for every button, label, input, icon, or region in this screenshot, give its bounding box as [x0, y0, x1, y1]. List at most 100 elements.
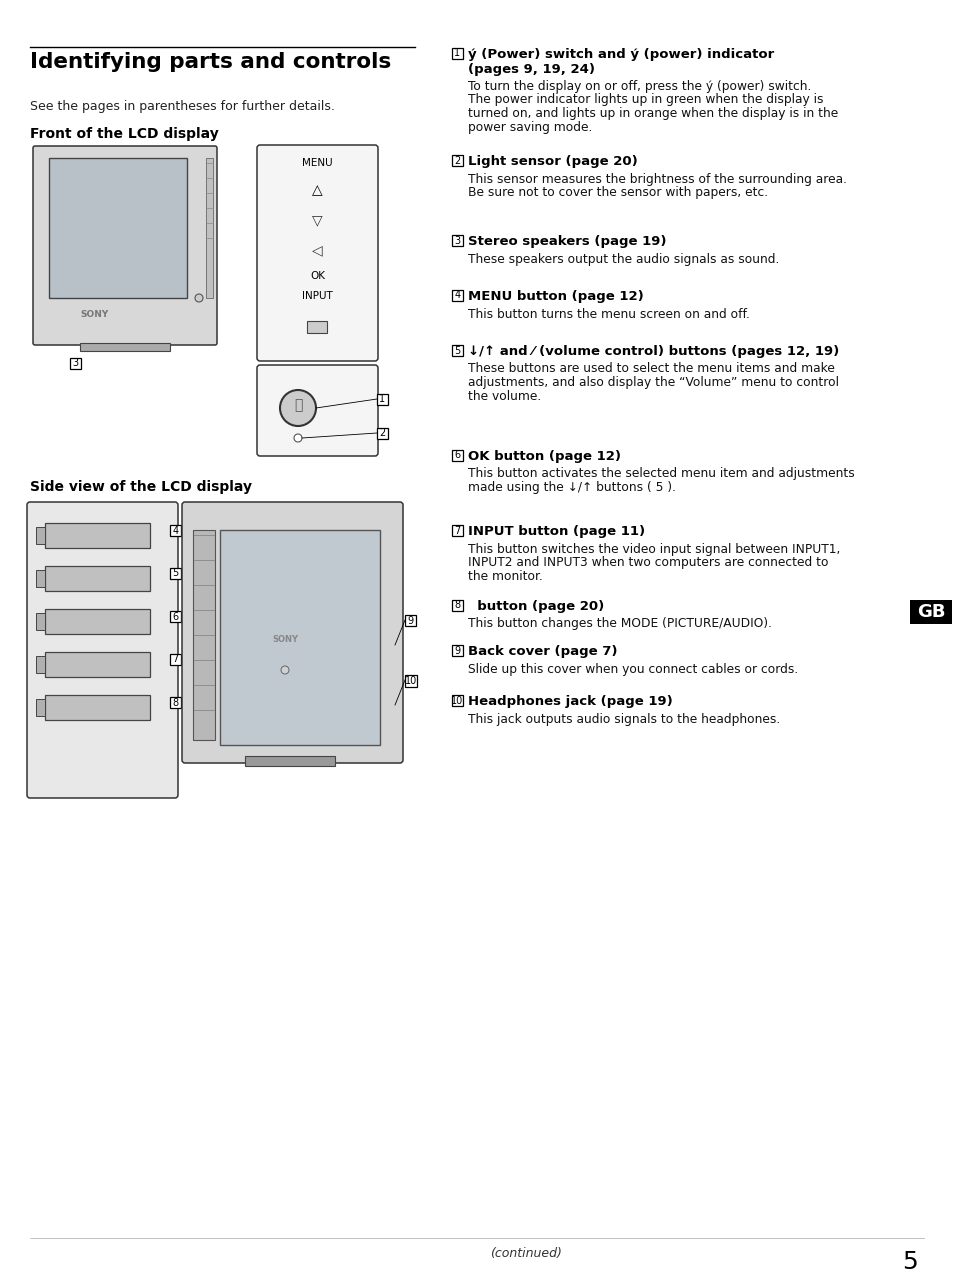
Text: ↓/↑ and ⁄ (volume control) buttons (pages 12, 19): ↓/↑ and ⁄ (volume control) buttons (page… [468, 345, 839, 358]
Text: 1: 1 [379, 395, 385, 405]
Circle shape [281, 666, 289, 674]
Text: To turn the display on or off, press the ý (power) switch.: To turn the display on or off, press the… [468, 80, 810, 93]
Bar [307, 321, 327, 333]
Text: ý (Power) switch and ý (power) indicator: ý (Power) switch and ý (power) indicator [468, 48, 774, 61]
Text: 8: 8 [454, 600, 460, 610]
Text: 5: 5 [172, 568, 178, 578]
Text: Stereo speakers (page 19): Stereo speakers (page 19) [468, 234, 666, 248]
Text: Side view of the LCD display: Side view of the LCD display [30, 480, 252, 494]
Text: (pages 9, 19, 24): (pages 9, 19, 24) [468, 62, 595, 75]
Text: 5: 5 [454, 345, 460, 355]
Text: 6: 6 [172, 612, 178, 622]
Bar [170, 525, 181, 536]
Text: INPUT: INPUT [302, 290, 333, 301]
Bar [36, 569, 45, 587]
Bar [452, 48, 462, 59]
Text: ◁: ◁ [312, 243, 322, 257]
Text: 1: 1 [454, 48, 460, 59]
Bar [193, 530, 214, 740]
Text: 3: 3 [72, 358, 78, 368]
FancyBboxPatch shape [27, 502, 178, 798]
Text: 9: 9 [454, 646, 460, 656]
Bar [376, 428, 388, 440]
Text: SONY: SONY [80, 310, 108, 318]
Text: Front of the LCD display: Front of the LCD display [30, 127, 218, 141]
Text: Light sensor (page 20): Light sensor (page 20) [468, 155, 638, 168]
Bar [45, 524, 150, 548]
Bar [452, 345, 462, 355]
Text: INPUT2 and INPUT3 when two computers are connected to: INPUT2 and INPUT3 when two computers are… [468, 555, 827, 569]
Bar [45, 566, 150, 591]
Text: OK: OK [310, 271, 325, 282]
Text: ⏻: ⏻ [294, 397, 302, 412]
Bar [452, 155, 462, 166]
Text: 3: 3 [454, 236, 460, 246]
Text: SONY: SONY [272, 634, 297, 643]
Text: adjustments, and also display the “Volume” menu to control: adjustments, and also display the “Volum… [468, 376, 838, 389]
Text: This button changes the MODE (PICTURE/AUDIO).: This button changes the MODE (PICTURE/AU… [468, 618, 771, 631]
Text: MENU button (page 12): MENU button (page 12) [468, 290, 643, 303]
Text: 7: 7 [172, 655, 178, 665]
Bar [206, 158, 213, 298]
FancyBboxPatch shape [256, 145, 377, 361]
Text: 4: 4 [172, 525, 178, 535]
Text: 4: 4 [454, 290, 460, 301]
Text: Headphones jack (page 19): Headphones jack (page 19) [468, 696, 672, 708]
Circle shape [194, 294, 203, 302]
Text: GB: GB [916, 603, 944, 620]
Bar [909, 600, 951, 624]
Bar [170, 612, 181, 622]
Text: This button switches the video input signal between INPUT1,: This button switches the video input sig… [468, 543, 840, 555]
Text: 7: 7 [454, 525, 460, 535]
Text: Slide up this cover when you connect cables or cords.: Slide up this cover when you connect cab… [468, 662, 798, 675]
Text: This button turns the menu screen on and off.: This button turns the menu screen on and… [468, 307, 749, 321]
Text: This sensor measures the brightness of the surrounding area.: This sensor measures the brightness of t… [468, 172, 846, 186]
Text: The power indicator lights up in green when the display is: The power indicator lights up in green w… [468, 93, 822, 107]
Text: These buttons are used to select the menu items and make: These buttons are used to select the men… [468, 363, 834, 376]
Text: 9: 9 [407, 615, 414, 626]
Bar [170, 697, 181, 708]
Text: These speakers output the audio signals as sound.: These speakers output the audio signals … [468, 252, 779, 265]
Text: 8: 8 [172, 697, 178, 707]
Bar [405, 675, 416, 687]
Text: turned on, and lights up in orange when the display is in the: turned on, and lights up in orange when … [468, 107, 838, 120]
Bar [36, 656, 45, 673]
Text: OK button (page 12): OK button (page 12) [468, 450, 620, 462]
Bar [80, 343, 170, 352]
FancyBboxPatch shape [33, 147, 216, 345]
Text: 5: 5 [902, 1250, 917, 1274]
Text: made using the ↓/↑ buttons ( 5 ).: made using the ↓/↑ buttons ( 5 ). [468, 482, 676, 494]
Text: (continued): (continued) [490, 1247, 561, 1260]
Bar [452, 290, 462, 301]
Bar [245, 755, 335, 766]
Text: the volume.: the volume. [468, 390, 540, 403]
Bar [49, 158, 187, 298]
Circle shape [294, 434, 302, 442]
Bar [452, 696, 462, 706]
Text: 2: 2 [454, 155, 460, 166]
Text: Identifying parts and controls: Identifying parts and controls [30, 52, 391, 73]
Bar [452, 600, 462, 612]
Text: Be sure not to cover the sensor with papers, etc.: Be sure not to cover the sensor with pap… [468, 186, 767, 199]
Bar [36, 699, 45, 716]
Text: 2: 2 [379, 428, 385, 438]
Text: 10: 10 [404, 676, 416, 685]
Bar [36, 613, 45, 631]
Bar [45, 696, 150, 720]
Bar [45, 609, 150, 634]
Text: button (page 20): button (page 20) [468, 600, 603, 613]
Text: 10: 10 [451, 696, 463, 706]
Circle shape [280, 390, 315, 426]
Bar [376, 394, 388, 405]
Text: INPUT button (page 11): INPUT button (page 11) [468, 525, 644, 538]
Bar [452, 525, 462, 536]
Bar [405, 615, 416, 626]
Bar [452, 234, 462, 246]
FancyBboxPatch shape [256, 364, 377, 456]
Text: △: △ [312, 183, 322, 197]
Bar [220, 530, 379, 745]
Bar [70, 358, 81, 369]
Bar [452, 645, 462, 656]
Text: This jack outputs audio signals to the headphones.: This jack outputs audio signals to the h… [468, 712, 780, 725]
Text: See the pages in parentheses for further details.: See the pages in parentheses for further… [30, 99, 335, 113]
